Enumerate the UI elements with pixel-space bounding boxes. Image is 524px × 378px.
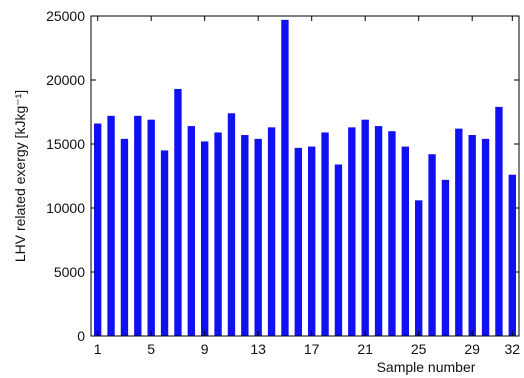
- bar-sample-22: [374, 126, 383, 336]
- y-tick-label-25000: 25000: [46, 8, 85, 24]
- bar-sample-27: [441, 179, 450, 336]
- bar-sample-11: [227, 113, 236, 336]
- bar-sample-21: [361, 119, 369, 337]
- x-tick-label-21: 21: [357, 341, 373, 357]
- x-tick-label-25: 25: [411, 341, 427, 357]
- x-tick-label-29: 29: [464, 341, 480, 357]
- x-tick-label-1: 1: [94, 341, 102, 357]
- bar-sample-23: [388, 131, 396, 336]
- y-tick-label-10000: 10000: [46, 200, 85, 216]
- bar-sample-12: [241, 135, 249, 336]
- bar-sample-6: [160, 150, 169, 336]
- bar-sample-26: [428, 154, 436, 336]
- bar-sample-9: [201, 141, 209, 336]
- x-tick-label-32: 32: [505, 341, 521, 357]
- x-tick-label-13: 13: [250, 341, 266, 357]
- bar-sample-16: [294, 147, 302, 336]
- bar-sample-1: [94, 123, 102, 337]
- x-tick-label-17: 17: [304, 341, 320, 357]
- bar-sample-29: [468, 135, 476, 336]
- bar-sample-20: [348, 127, 356, 336]
- ticks-layer: 0 5000 10000 15000 20000 25000 1 5 9 13 17 21 25 29 32: [46, 8, 520, 357]
- bar-sample-18: [321, 132, 329, 336]
- y-tick-label-5000: 5000: [54, 264, 85, 280]
- bar-sample-30: [481, 138, 490, 336]
- bar-sample-13: [254, 138, 262, 336]
- y-tick-label-20000: 20000: [46, 72, 85, 88]
- bars-layer: [94, 19, 516, 337]
- x-axis-title: Sample number: [377, 359, 476, 375]
- x-tick-label-9: 9: [201, 341, 209, 357]
- bar-sample-3: [120, 138, 129, 336]
- bar-sample-19: [334, 164, 343, 336]
- bar-sample-25: [415, 200, 423, 336]
- bar-sample-15: [281, 19, 289, 337]
- y-tick-label-0: 0: [77, 328, 85, 344]
- bar-sample-17: [308, 146, 316, 336]
- bar-sample-28: [455, 128, 463, 336]
- bar-sample-7: [174, 88, 182, 337]
- x-tick-label-5: 5: [147, 341, 155, 357]
- y-tick-label-15000: 15000: [46, 136, 85, 152]
- bar-sample-5: [147, 119, 155, 337]
- plot-frame: [90, 15, 520, 337]
- bar-sample-32: [508, 174, 516, 336]
- bar-sample-4: [134, 115, 142, 336]
- bar-sample-31: [495, 106, 503, 336]
- bar-sample-2: [107, 115, 115, 336]
- bar-sample-14: [267, 127, 276, 336]
- bar-sample-8: [187, 126, 195, 336]
- bar-sample-10: [214, 132, 222, 336]
- y-axis-title: LHV related exergy [kJkg⁻¹]: [12, 90, 28, 262]
- bar-sample-24: [401, 146, 409, 336]
